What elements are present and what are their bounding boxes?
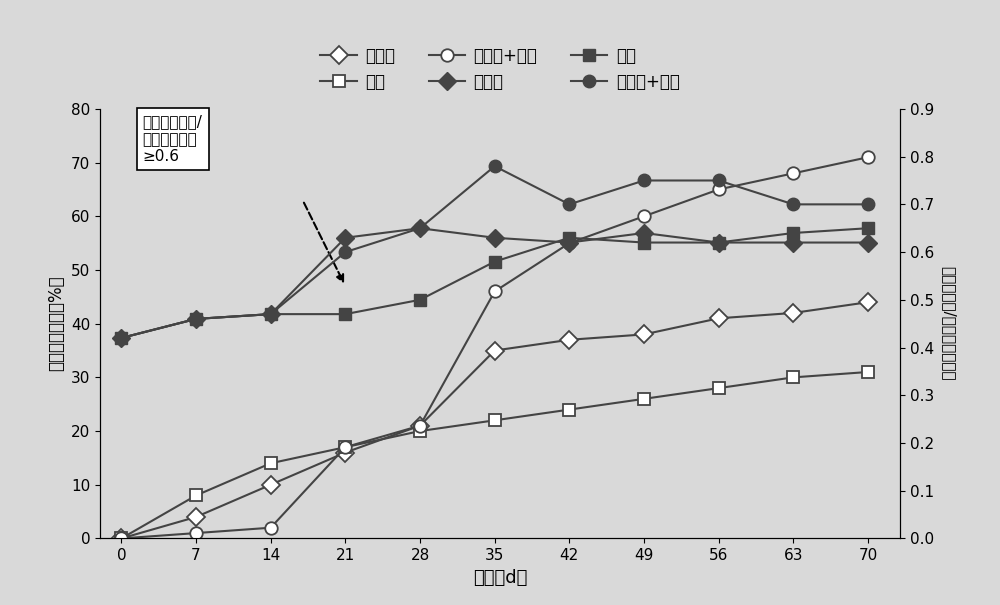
X-axis label: 时间（d）: 时间（d） <box>473 569 527 587</box>
Y-axis label: 石油烳去除率（%）: 石油烳去除率（%） <box>47 276 65 371</box>
Text: 总石油烳含量/
总有机碳含量
≥0.6: 总石油烳含量/ 总有机碳含量 ≥0.6 <box>143 114 203 164</box>
Legend: 微生物, 电动, 微生物+电动, 微生物, 电动, 微生物+电动: 微生物, 电动, 微生物+电动, 微生物, 电动, 微生物+电动 <box>314 40 686 97</box>
Y-axis label: 石油烳含量/总有机碳含量量: 石油烳含量/总有机碳含量量 <box>941 266 956 381</box>
